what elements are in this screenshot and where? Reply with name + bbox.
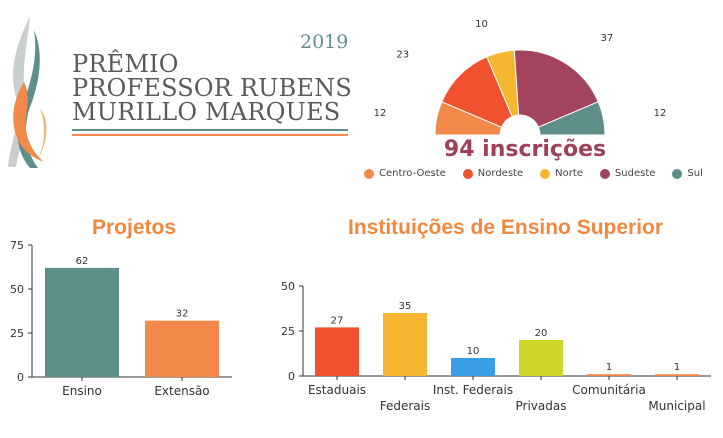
pie-slice-sudeste bbox=[513, 49, 599, 128]
legend-label-nordeste: Nordeste bbox=[477, 168, 524, 179]
bar-comunitaria bbox=[587, 374, 631, 376]
logo-rule-orange bbox=[72, 134, 348, 136]
bar-value-label-federais: 35 bbox=[399, 301, 412, 312]
y-tick-label: 25 bbox=[10, 327, 24, 340]
pie-value-label-centro-oeste: 12 bbox=[374, 108, 387, 119]
y-tick-label: 75 bbox=[10, 239, 24, 252]
pie-value-label-sudeste: 37 bbox=[601, 33, 614, 44]
legend-swatch-norte bbox=[540, 168, 551, 179]
pie-slice-sul bbox=[537, 101, 606, 136]
ies-title: Instituições de Ensino Superior bbox=[348, 216, 664, 239]
projetos-title: Projetos bbox=[92, 216, 177, 239]
legend-label-sudeste: Sudeste bbox=[614, 168, 656, 179]
legend-item-sul: Sul bbox=[672, 168, 703, 179]
bar-municipal bbox=[655, 374, 699, 376]
bar-value-label-inst-federais: 10 bbox=[467, 346, 480, 357]
bar-extensao bbox=[145, 320, 219, 377]
legend-label-sul: Sul bbox=[687, 168, 703, 179]
x-tick-label-ensino: Ensino bbox=[62, 384, 102, 398]
logo-year: 2019 bbox=[300, 31, 349, 53]
bar-value-label-estaduais: 27 bbox=[331, 315, 344, 326]
legend-swatch-sudeste bbox=[599, 168, 610, 179]
logo-rule-teal bbox=[72, 129, 348, 131]
bar-ensino bbox=[45, 267, 119, 377]
x-tick-label-privadas: Privadas bbox=[516, 399, 567, 413]
y-tick-label: 25 bbox=[281, 325, 295, 338]
bar-estaduais bbox=[315, 327, 359, 376]
bar-value-label-comunitaria: 1 bbox=[606, 362, 612, 373]
legend-item-nordeste: Nordeste bbox=[462, 168, 524, 179]
projetos-bar-chart: 0 25 50 75 62 Ensino 32 Extensão bbox=[10, 239, 232, 398]
x-tick-label-extensao: Extensão bbox=[154, 384, 209, 398]
x-tick-label-comunitaria: Comunitária bbox=[572, 383, 646, 397]
pie-value-label-norte: 10 bbox=[475, 19, 488, 30]
bar-value-label-municipal: 1 bbox=[674, 362, 680, 373]
ies-bar-chart: 0 25 50 27 Estaduais 35 Federais 10 Inst. Federa… bbox=[281, 280, 711, 413]
legend-swatch-nordeste bbox=[462, 168, 473, 179]
logo-line-2: PROFESSOR RUBENS bbox=[72, 74, 352, 102]
y-tick-label: 0 bbox=[288, 370, 295, 383]
x-tick-label-municipal: Municipal bbox=[648, 399, 705, 413]
y-tick-label: 0 bbox=[17, 371, 24, 384]
y-tick-label: 50 bbox=[281, 280, 295, 293]
logo-line-1: PRÊMIO bbox=[72, 50, 179, 78]
bar-federais bbox=[383, 313, 427, 376]
pie-value-label-nordeste: 23 bbox=[396, 50, 409, 61]
x-tick-label-federais: Federais bbox=[380, 399, 431, 413]
x-tick-label-estaduais: Estaduais bbox=[308, 383, 366, 397]
bar-value-label-ensino: 62 bbox=[76, 256, 89, 267]
legend-item-norte: Norte bbox=[540, 168, 583, 179]
logo-figure-icon bbox=[8, 16, 47, 168]
pie-value-label-sul: 12 bbox=[654, 108, 667, 119]
x-tick-label-inst-federais: Inst. Federais bbox=[433, 383, 513, 397]
logo-line-3: MURILLO MARQUES bbox=[72, 98, 341, 126]
y-tick-label: 50 bbox=[10, 283, 24, 296]
legend-item-centro-oeste: Centro-Oeste bbox=[364, 168, 446, 179]
legend-label-norte: Norte bbox=[555, 168, 583, 179]
legend-swatch-sul bbox=[672, 168, 683, 179]
legend-label-centro-oeste: Centro-Oeste bbox=[379, 168, 446, 179]
bar-inst-federais bbox=[451, 358, 495, 376]
bar-value-label-privadas: 20 bbox=[535, 328, 548, 339]
pie-total-label: 94 inscrições bbox=[443, 137, 607, 162]
bar-value-label-extensao: 32 bbox=[176, 309, 189, 320]
logo-wordmark: PRÊMIO PROFESSOR RUBENS MURILLO MARQUES bbox=[72, 52, 352, 124]
bar-privadas bbox=[519, 340, 563, 376]
legend-item-sudeste: Sudeste bbox=[599, 168, 656, 179]
region-pie-chart: 12 23 10 37 12 bbox=[374, 19, 667, 136]
legend-swatch-centro-oeste bbox=[364, 168, 374, 179]
pie-legend: Centro-Oeste Nordeste Norte Sudeste Sul bbox=[364, 168, 720, 179]
